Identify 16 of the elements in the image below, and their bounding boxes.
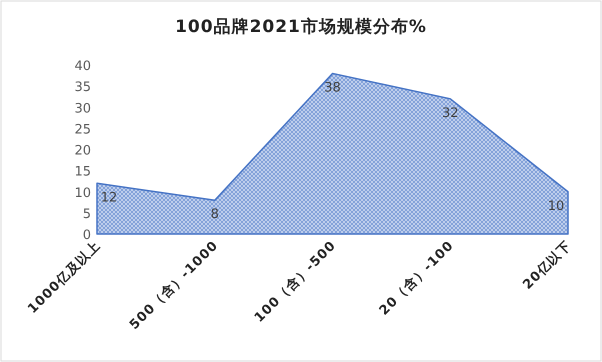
y-tick-label: 35 xyxy=(74,80,91,96)
y-tick-label: 40 xyxy=(74,59,91,74)
y-tick-label: 10 xyxy=(74,186,91,201)
y-tick-label: 25 xyxy=(74,122,91,138)
data-label: 12 xyxy=(100,190,118,206)
data-label: 8 xyxy=(210,207,219,222)
x-tick-label: 20亿以下 xyxy=(520,238,575,293)
data-label: 10 xyxy=(548,198,564,214)
y-tick-label: 20 xyxy=(74,144,91,158)
y-tick-label: 5 xyxy=(82,206,91,222)
y-tick-label: 30 xyxy=(74,101,91,116)
y-tick-label: 15 xyxy=(74,164,91,180)
chart-title: 100品牌2021市场规模分布% xyxy=(175,17,427,37)
data-label: 32 xyxy=(442,106,459,121)
y-tick-label: 0 xyxy=(82,228,91,243)
data-label: 38 xyxy=(324,80,341,96)
